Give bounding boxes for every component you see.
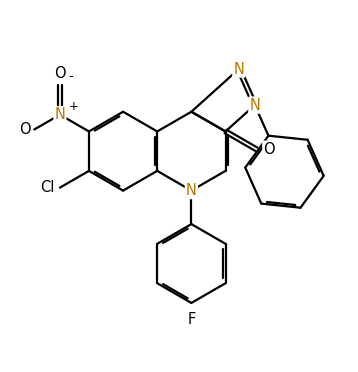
Text: -: - bbox=[69, 70, 73, 83]
Text: N: N bbox=[233, 61, 244, 77]
Text: O: O bbox=[19, 122, 30, 137]
Text: N: N bbox=[186, 183, 197, 198]
Text: O: O bbox=[263, 142, 275, 157]
Text: F: F bbox=[187, 312, 195, 327]
Text: O: O bbox=[54, 66, 66, 81]
Text: +: + bbox=[69, 100, 78, 112]
Text: N: N bbox=[250, 97, 260, 113]
Text: N: N bbox=[54, 107, 66, 122]
Text: Cl: Cl bbox=[40, 180, 54, 195]
